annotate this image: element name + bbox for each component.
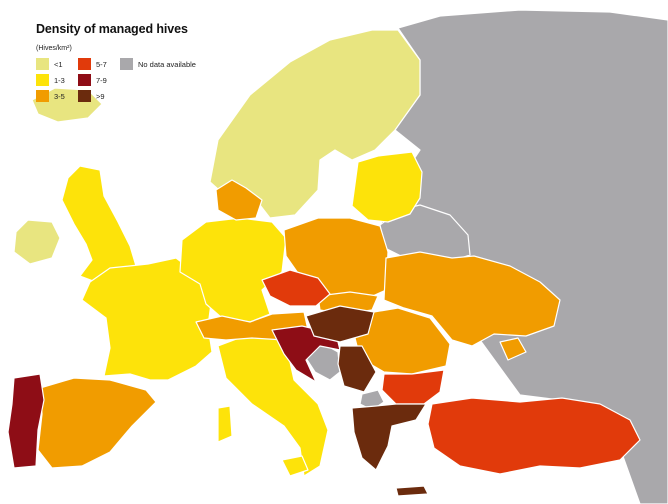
- legend-label: <1: [54, 59, 63, 69]
- map-unit: (Hives/km²): [36, 45, 72, 52]
- legend-item-3to5: 3-5: [36, 90, 65, 102]
- region-spain: [37, 377, 157, 469]
- region-czechia: [261, 269, 331, 307]
- legend-swatch: [78, 74, 91, 86]
- legend-swatch: [120, 58, 133, 70]
- legend-swatch: [36, 90, 49, 102]
- region-portugal: [7, 373, 45, 469]
- region-greece: [351, 403, 427, 471]
- legend-item-7to9: 7-9: [78, 74, 107, 86]
- legend-item-5to7: 5-7: [78, 58, 107, 70]
- legend-item-na: No data available: [120, 58, 196, 70]
- region-ireland: [13, 219, 61, 265]
- region-crete: [395, 485, 429, 497]
- legend-swatch: [36, 58, 49, 70]
- legend-label: No data available: [138, 59, 196, 69]
- region-scandinavia: [209, 29, 421, 219]
- legend-item-gt9: >9: [78, 90, 105, 102]
- region-serbia: [337, 345, 377, 393]
- legend-label: 5-7: [96, 59, 107, 69]
- legend-label: 3-5: [54, 91, 65, 101]
- region-denmark: [215, 179, 263, 221]
- region-sicily: [281, 455, 309, 477]
- region-sardinia: [217, 405, 233, 443]
- legend-label: 7-9: [96, 75, 107, 85]
- region-hungary: [305, 305, 375, 343]
- legend-swatch: [78, 58, 91, 70]
- region-ukraine: [383, 251, 561, 347]
- legend-item-1to3: 1-3: [36, 74, 65, 86]
- legend-label: 1-3: [54, 75, 65, 85]
- legend-swatch: [78, 90, 91, 102]
- legend-grid: <1 1-3 3-5 5-7 7-9 >9 No data available: [36, 58, 256, 108]
- legend-swatch: [36, 74, 49, 86]
- map-title: Density of managed hives: [36, 22, 188, 36]
- legend-label: >9: [96, 91, 105, 101]
- region-bulgaria: [381, 369, 445, 405]
- legend-item-lt1: <1: [36, 58, 63, 70]
- map-legend: Density of managed hives (Hives/km²) <1 …: [36, 22, 256, 108]
- region-turkey: [427, 397, 641, 475]
- region-crimea: [499, 337, 527, 361]
- region-baltics: [351, 151, 423, 223]
